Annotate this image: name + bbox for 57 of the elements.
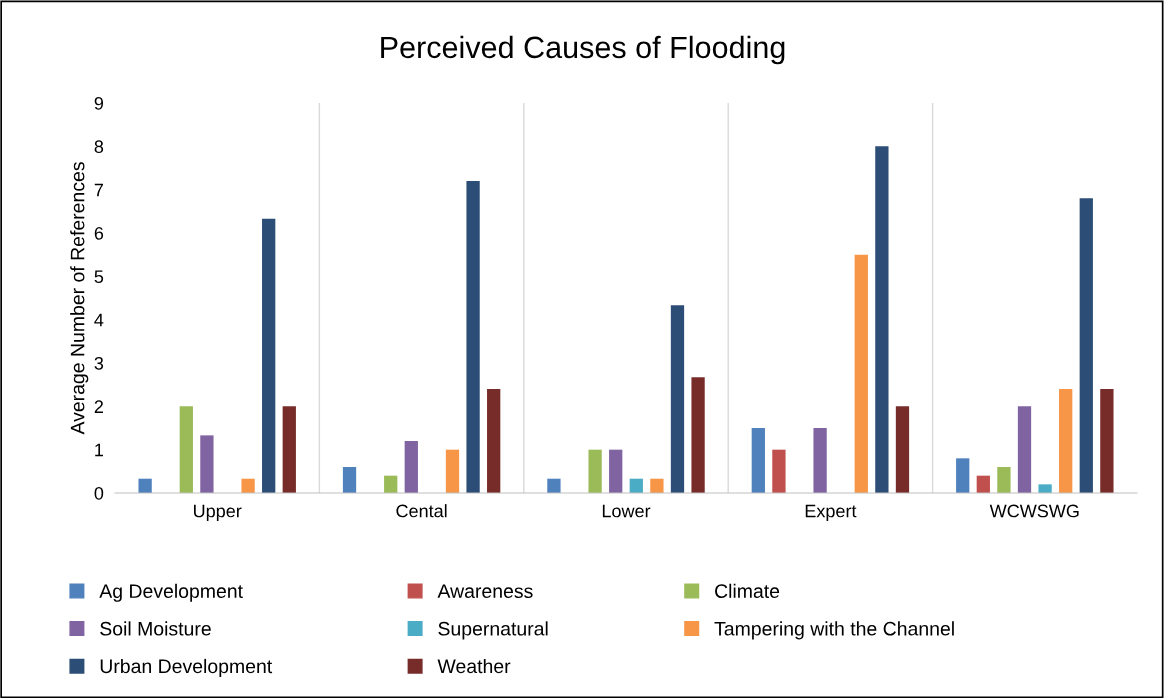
y-tick-label: 2 [94,400,103,413]
bar [1100,389,1114,493]
bar [875,146,889,493]
x-tick-label: Cental [396,504,447,518]
legend-label: Supernatural [438,621,548,640]
bar [772,449,786,493]
bar [588,449,602,493]
chart-title: Perceived Causes of Flooding [381,35,785,65]
bar [813,428,827,493]
y-tick-label: 1 [95,443,104,457]
bar [241,478,255,493]
bar [200,435,214,493]
bar [404,441,418,493]
bar [1059,389,1073,493]
bar [691,377,705,493]
bar [1079,198,1093,493]
y-tick-label: 0 [94,486,104,500]
legend-label: Awareness [437,584,533,599]
bar [262,218,276,493]
bar [282,406,296,493]
bar [670,305,685,493]
bar [466,181,480,493]
y-tick-label: 6 [94,226,104,240]
bar [895,406,910,493]
bar [138,478,152,493]
bar [1038,484,1052,493]
bar [547,478,561,493]
bar [854,254,868,493]
legend-label: Weather [437,658,511,674]
bar [179,406,193,493]
bar [751,428,765,493]
bar [487,389,501,493]
y-tick-label: 5 [94,270,104,284]
legend-label: Urban Development [100,658,273,678]
bar [976,475,990,493]
legend-label: Ag Development [99,583,243,602]
legend-label: Tampering with the Channel [714,621,954,640]
bar [384,475,398,493]
bar [956,458,970,493]
y-tick-label: 4 [94,313,104,327]
y-axis-title: Average Number of References [70,162,89,435]
bar [342,467,357,493]
x-tick-label: Expert [805,504,857,521]
legend-label: Climate [715,583,780,599]
legend-label: Soil Moisture [100,621,211,636]
bar [650,478,664,493]
x-tick-label: WCWSWG [989,504,1079,518]
y-tick-label: 7 [94,183,103,197]
bar [997,467,1011,493]
x-tick-label: Upper [194,504,242,521]
y-tick-label: 3 [94,356,104,370]
bar [609,449,623,493]
y-tick-label: 9 [94,96,104,110]
x-tick-label: Lower [602,504,651,518]
bar [1017,406,1032,493]
y-tick-label: 8 [94,140,104,154]
bar [445,449,460,493]
